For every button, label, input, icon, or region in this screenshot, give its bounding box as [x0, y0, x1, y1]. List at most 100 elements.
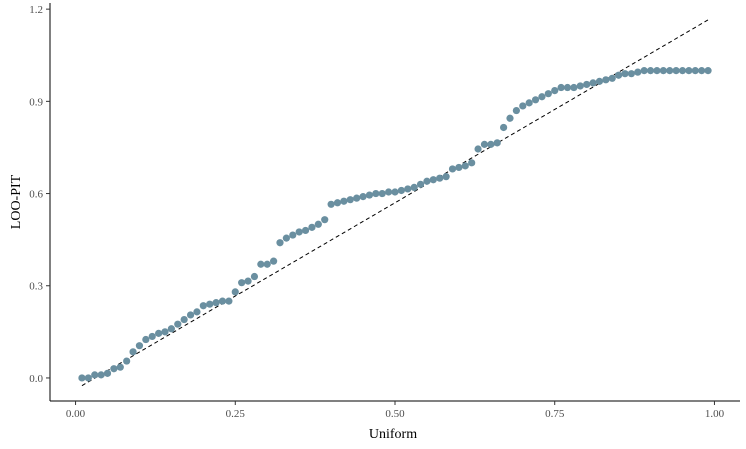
data-point: [416, 180, 425, 188]
y-tick-label: 0.0: [29, 373, 43, 385]
data-point: [135, 342, 144, 350]
data-point: [557, 83, 565, 92]
data-point: [333, 199, 342, 207]
data-point: [110, 365, 118, 373]
data-point: [563, 83, 572, 92]
data-point: [653, 67, 661, 75]
data-point: [442, 173, 450, 181]
data-point: [640, 67, 648, 75]
data-point: [314, 220, 322, 228]
data-point: [270, 257, 278, 265]
data-point: [583, 80, 591, 89]
data-point: [500, 123, 508, 132]
data-point: [589, 79, 597, 87]
data-point: [148, 332, 156, 341]
data-point: [91, 371, 99, 379]
data-point: [301, 226, 310, 235]
data-point: [493, 139, 501, 147]
data-point: [621, 70, 629, 78]
data-point: [410, 183, 418, 192]
data-point: [595, 77, 604, 85]
y-tick-label: 0.9: [29, 96, 43, 108]
y-ticks: 0.0 0.3 0.6 0.9 1.2: [29, 4, 50, 385]
data-point: [346, 196, 354, 204]
data-point: [474, 145, 482, 153]
data-point: [155, 329, 163, 337]
data-point: [218, 297, 227, 305]
data-point: [666, 67, 674, 75]
data-point: [116, 363, 124, 371]
data-point: [359, 193, 367, 201]
data-point: [608, 74, 616, 82]
data-point: [704, 67, 712, 75]
y-tick-label: 1.2: [29, 4, 43, 16]
data-point: [423, 177, 431, 185]
data-point: [448, 165, 457, 173]
x-tick-label: 0.75: [545, 408, 565, 420]
data-point: [84, 374, 92, 382]
data-point: [193, 308, 201, 316]
data-point: [353, 194, 361, 202]
data-point: [615, 71, 623, 79]
data-point: [212, 299, 220, 307]
data-point: [602, 76, 610, 84]
data-point: [282, 234, 290, 242]
data-point: [378, 189, 386, 198]
data-point: [512, 106, 520, 115]
data-point: [365, 191, 374, 199]
data-point: [436, 174, 444, 182]
x-tick-label: 0.00: [66, 408, 86, 420]
data-point: [487, 140, 495, 148]
data-point: [225, 297, 233, 305]
data-point: [429, 176, 437, 184]
data-point: [468, 159, 476, 167]
data-point: [634, 68, 642, 76]
data-point: [161, 328, 169, 336]
data-point: [142, 335, 150, 344]
data-point: [646, 67, 655, 75]
data-point: [455, 163, 463, 172]
y-axis-title: LOO-PIT: [9, 174, 24, 229]
data-point: [180, 315, 188, 324]
data-point: [506, 114, 514, 122]
data-point: [672, 67, 680, 75]
data-point: [627, 70, 635, 78]
data-point: [678, 67, 687, 75]
data-point: [250, 272, 259, 281]
data-point: [397, 186, 405, 195]
data-point: [276, 239, 284, 247]
data-point: [461, 162, 469, 170]
data-point: [257, 260, 265, 268]
data-point: [480, 140, 489, 148]
reference-line: [81, 19, 709, 387]
data-point: [391, 188, 399, 196]
data-point: [698, 67, 706, 75]
x-tick-label: 0.25: [226, 408, 246, 420]
data-point: [238, 279, 246, 287]
data-point: [289, 231, 297, 239]
data-point: [129, 348, 137, 356]
data-point: [321, 216, 329, 224]
x-tick-label: 1.00: [705, 408, 725, 420]
data-point: [531, 96, 540, 104]
reference-line-layer: [81, 19, 709, 387]
data-point: [570, 83, 578, 92]
data-point: [123, 357, 131, 365]
data-point: [327, 200, 335, 208]
data-point: [231, 288, 239, 296]
data-point: [186, 311, 195, 319]
y-tick-label: 0.6: [29, 189, 43, 201]
data-point: [525, 99, 533, 107]
data-point: [78, 374, 86, 382]
data-point: [263, 260, 271, 268]
data-point: [167, 325, 175, 333]
data-point: [404, 185, 412, 193]
y-tick-label: 0.3: [29, 281, 43, 293]
data-point: [538, 93, 546, 101]
data-point: [174, 320, 182, 328]
data-point: [206, 300, 214, 308]
data-point: [691, 67, 699, 75]
data-point: [244, 277, 252, 285]
data-point: [519, 102, 527, 110]
x-axis-title: Uniform: [369, 427, 417, 442]
